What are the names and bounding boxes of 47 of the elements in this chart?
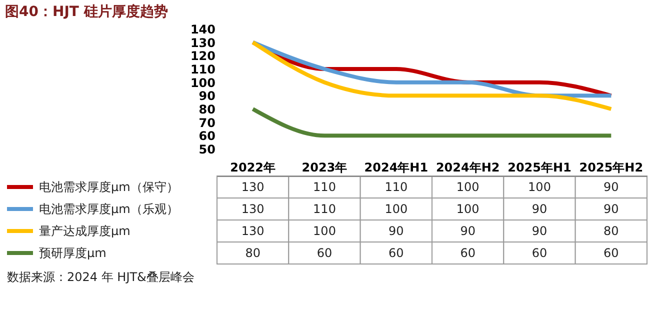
y-tick-label: 100 [190,76,216,90]
data-label: 90 [604,202,619,216]
legend-label: 电池需求厚度μm（保守） [39,180,178,194]
data-label: 90 [460,224,476,238]
x-tick-label: 2025年H2 [579,160,644,174]
y-tick-label: 130 [190,36,216,50]
legend-label: 预研厚度μm [39,246,106,260]
data-label: 90 [604,180,619,194]
y-tick-label: 60 [198,129,216,144]
data-label: 100 [528,180,551,194]
legend-label: 电池需求厚度μm（乐观） [39,202,178,216]
y-tick-label: 80 [198,102,216,116]
x-tick-label: 2023年 [302,160,348,174]
y-tick-label: 90 [198,89,216,104]
y-tick-label: 140 [190,22,216,36]
data-label: 100 [313,224,336,238]
data-label: 80 [604,224,619,238]
x-tick-label: 2022年 [230,160,276,174]
data-label: 130 [241,180,264,194]
y-tick-label: 120 [190,49,216,64]
y-tick-label: 70 [198,116,216,130]
data-label: 130 [241,224,264,238]
x-tick-label: 2025年H1 [508,160,572,174]
data-label: 60 [604,246,619,260]
data-label: 110 [313,202,336,216]
source-note: 数据来源：2024 年 HJT&叠层峰会 [7,270,194,284]
line-series [250,40,614,111]
text: 图40：HJT 硅片厚度趋势 [5,3,168,20]
data-label: 110 [384,180,408,194]
y-tick-label: 50 [198,142,216,156]
y-tick-label: 110 [190,62,216,76]
data-label: 90 [388,224,404,238]
data-label: 60 [460,246,476,260]
data-label: 60 [532,246,548,260]
data-label: 100 [384,202,408,216]
data-label: 60 [388,246,404,260]
x-tick-label: 2024年H2 [436,160,500,174]
data-label: 60 [316,246,332,260]
data-label: 130 [241,202,264,216]
legend-label: 量产达成厚度μm [39,224,130,238]
x-tick-label: 2024年H1 [364,160,428,174]
data-label: 100 [456,202,480,216]
data-label: 90 [532,202,548,216]
data-label: 80 [245,246,260,260]
data-label: 90 [532,224,548,238]
data-label: 110 [313,180,336,194]
data-label: 100 [456,180,480,194]
